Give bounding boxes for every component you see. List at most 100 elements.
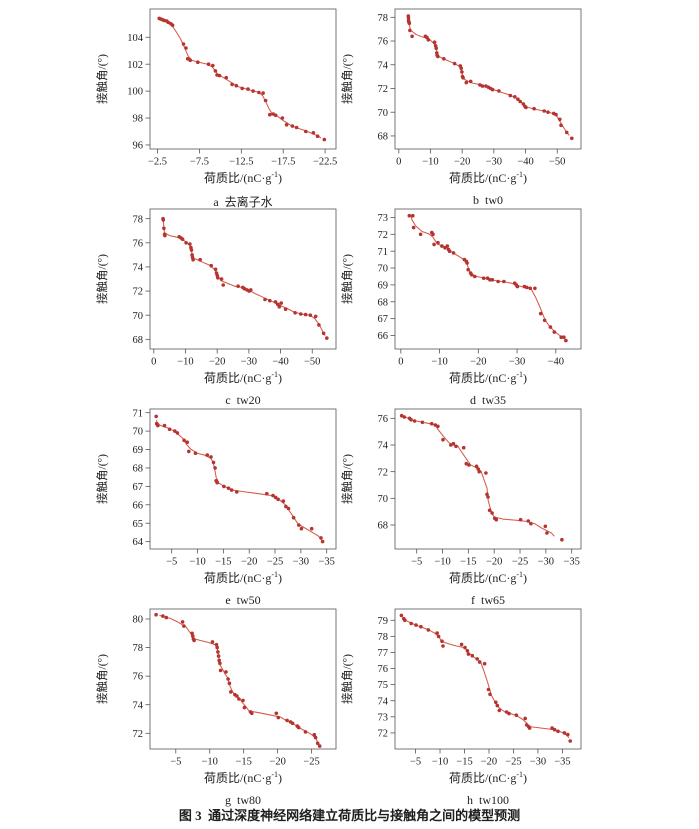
- svg-text:−10: −10: [177, 357, 193, 368]
- svg-text:−30: −30: [530, 757, 546, 768]
- svg-text:−50: −50: [304, 357, 320, 368]
- svg-text:96: 96: [133, 141, 144, 152]
- chart-svg: −5 −10 −15 −20 −25 72 74 76 78 80 接触角/(°): [95, 608, 337, 768]
- svg-text:74: 74: [133, 700, 144, 711]
- x-axis-title: 荷质比/(nC·g-1): [395, 767, 581, 786]
- svg-text:102: 102: [127, 60, 143, 71]
- svg-text:−50: −50: [549, 157, 565, 168]
- x-axis-title: 荷质比/(nC·g-1): [150, 367, 336, 386]
- subplot-g-caption: g tw80: [225, 793, 261, 807]
- svg-text:−2.5: −2.5: [148, 157, 167, 168]
- chart-svg: −5 −10 −15 −20 −25 −30 −35 72 73 74 75 76 77 78 79 接触角/…: [340, 608, 582, 768]
- x-axis-title: 荷质比/(nC·g-1): [395, 167, 581, 186]
- figure-caption: 图 3 通过深度神经网络建立荷质比与接触角之间的模型预测: [178, 808, 521, 823]
- svg-text:68: 68: [378, 521, 389, 532]
- x-axis-title-sup: -1: [516, 770, 523, 779]
- chart-svg: −5 −10 −15 −20 −25 −30 −35 64 65 66 67 68 69 70 71 接触角/…: [95, 408, 337, 568]
- svg-text:−25: −25: [303, 757, 319, 768]
- subplot-d: 0 −10 −20 −30 −40 66 67 68 69 70 71 72 73 接触角/(°) 荷质比…: [340, 200, 699, 407]
- svg-text:76: 76: [378, 414, 389, 425]
- svg-text:−22.5: −22.5: [313, 157, 337, 168]
- svg-text:−5: −5: [411, 557, 422, 568]
- subplot-d-plot: 0 −10 −20 −30 −40 66 67 68 69 70 71 72 73 接触角/(°): [337, 203, 587, 368]
- svg-text:−10: −10: [202, 757, 218, 768]
- chart-svg: −5 −10 −15 −20 −25 −30 −35 68 70 72 74 76 接触角/(°): [340, 408, 582, 568]
- subplot-h-caption: h tw100: [467, 793, 509, 807]
- x-axis-title-close: ): [278, 171, 282, 185]
- svg-text:70: 70: [133, 311, 144, 322]
- x-axis-title: 荷质比/(nC·g-1): [395, 567, 581, 586]
- x-axis-title-close: ): [523, 171, 527, 185]
- svg-text:76: 76: [133, 672, 144, 683]
- x-axis-title-close: ): [523, 571, 527, 585]
- subplot-b: 0 −10 −20 −30 −40 −50 68 70 72 74 76 78 接触角/(°) 荷质比/…: [340, 0, 699, 207]
- svg-text:72: 72: [378, 467, 389, 478]
- x-axis-title-close: ): [278, 571, 282, 585]
- svg-text:73: 73: [378, 213, 389, 224]
- svg-text:−10: −10: [434, 557, 450, 568]
- svg-text:74: 74: [378, 60, 389, 71]
- subplot-a-caption: a 去离子水: [213, 195, 273, 209]
- svg-text:−10: −10: [432, 757, 448, 768]
- svg-text:−12.5: −12.5: [229, 157, 253, 168]
- subplot-f: −5 −10 −15 −20 −25 −30 −35 68 70 72 74 76 接触角/(°) 荷质…: [340, 400, 699, 607]
- subplot-a: −2.5 −7.5 −12.5 −17.5 −22.5 96 98 100 102 104 接触角/…: [0, 0, 349, 209]
- svg-text:72: 72: [378, 729, 389, 740]
- svg-text:80: 80: [133, 615, 144, 626]
- svg-text:接触角/(°): 接触角/(°): [340, 654, 354, 704]
- svg-text:69: 69: [133, 445, 144, 456]
- x-axis-title-text: 荷质比/(nC·g: [203, 171, 272, 185]
- subplot-e-plot: −5 −10 −15 −20 −25 −30 −35 64 65 66 67 68 69 70 71 接触角/…: [92, 403, 342, 568]
- svg-text:−5: −5: [410, 757, 421, 768]
- svg-text:接触角/(°): 接触角/(°): [95, 454, 109, 504]
- svg-text:71: 71: [133, 408, 144, 419]
- svg-text:接触角/(°): 接触角/(°): [340, 254, 354, 304]
- svg-text:70: 70: [133, 427, 144, 438]
- svg-text:−10: −10: [431, 357, 447, 368]
- subplot-h-plot: −5 −10 −15 −20 −25 −30 −35 72 73 74 75 76 77 78 79 接触角/…: [337, 603, 587, 768]
- x-axis-title-close: ): [523, 371, 527, 385]
- svg-text:70: 70: [378, 108, 389, 119]
- x-axis-title-text: 荷质比/(nC·g: [448, 171, 517, 185]
- svg-text:104: 104: [127, 33, 144, 44]
- svg-text:接触角/(°): 接触角/(°): [340, 54, 354, 104]
- svg-text:71: 71: [378, 247, 389, 258]
- subplot-g-plot: −5 −10 −15 −20 −25 72 74 76 78 80 接触角/(°): [92, 603, 342, 768]
- svg-text:79: 79: [378, 616, 389, 627]
- svg-text:−5: −5: [170, 757, 181, 768]
- svg-text:接触角/(°): 接触角/(°): [95, 254, 109, 304]
- chart-svg: 0 −10 −20 −30 −40 −50 68 70 72 74 76 78 接触角/(°): [95, 208, 337, 368]
- svg-text:−15: −15: [215, 557, 231, 568]
- x-axis-title-sup: -1: [516, 170, 523, 179]
- subplot-f-caption: f tw65: [471, 593, 505, 607]
- svg-text:−40: −40: [272, 357, 288, 368]
- subplot-h: −5 −10 −15 −20 −25 −30 −35 72 73 74 75 76 77 78 79 接触角/…: [340, 600, 699, 807]
- x-axis-title-text: 荷质比/(nC·g: [203, 571, 272, 585]
- svg-text:72: 72: [133, 287, 144, 298]
- svg-text:73: 73: [378, 712, 389, 723]
- svg-text:−20: −20: [241, 557, 257, 568]
- svg-text:98: 98: [133, 114, 144, 125]
- subplot-d-caption: d tw35: [470, 393, 506, 407]
- chart-svg: −2.5 −7.5 −12.5 −17.5 −22.5 96 98 100 102 104 接触角/…: [95, 8, 337, 168]
- svg-text:−15: −15: [460, 557, 476, 568]
- x-axis-title-sup: -1: [516, 570, 523, 579]
- svg-text:68: 68: [133, 464, 144, 475]
- svg-text:0: 0: [398, 357, 403, 368]
- svg-text:−5: −5: [166, 557, 177, 568]
- svg-text:75: 75: [378, 680, 389, 691]
- svg-text:72: 72: [378, 84, 389, 95]
- x-axis-title-text: 荷质比/(nC·g: [448, 371, 517, 385]
- svg-text:77: 77: [378, 648, 389, 659]
- svg-text:67: 67: [378, 314, 389, 325]
- svg-text:−15: −15: [235, 757, 251, 768]
- subplot-f-plot: −5 −10 −15 −20 −25 −30 −35 68 70 72 74 76 接触角/(°): [337, 403, 587, 568]
- x-axis-title-text: 荷质比/(nC·g: [448, 571, 517, 585]
- svg-text:−30: −30: [509, 357, 525, 368]
- svg-text:69: 69: [378, 281, 389, 292]
- svg-text:−25: −25: [512, 557, 528, 568]
- chart-svg: 0 −10 −20 −30 −40 −50 68 70 72 74 76 78 接触角/(°): [340, 8, 582, 168]
- svg-text:74: 74: [133, 263, 144, 274]
- svg-text:78: 78: [133, 214, 144, 225]
